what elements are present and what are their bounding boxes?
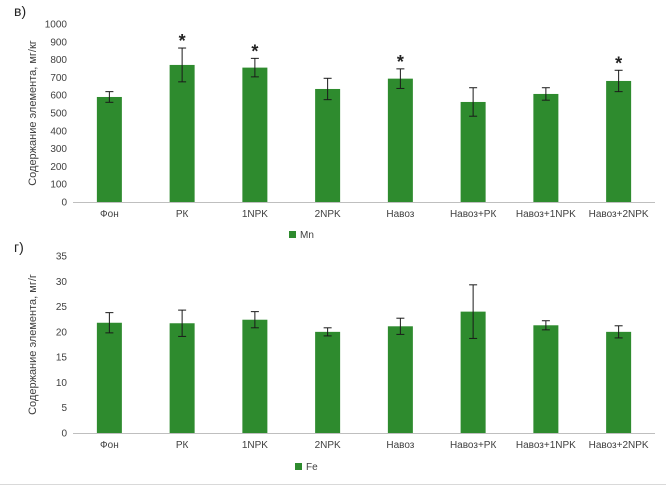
category-label: Навоз+РК (450, 209, 497, 220)
category-label: Навоз+2NPK (589, 209, 649, 220)
y-tick-label: 30 (56, 277, 68, 288)
y-tick-label: 5 (61, 403, 67, 414)
category-label: Фон (100, 209, 119, 220)
category-label: 2NPK (315, 440, 341, 451)
bar (533, 325, 559, 433)
significance-marker: * (615, 53, 622, 73)
y-tick-label: 500 (50, 109, 67, 120)
y-tick-label: 200 (50, 162, 67, 173)
y-tick-label: 20 (56, 327, 68, 338)
y-tick-label: 0 (61, 198, 67, 209)
significance-marker: * (251, 41, 258, 61)
bar (460, 101, 486, 202)
bar (169, 323, 195, 433)
y-tick-label: 100 (50, 180, 67, 191)
y-tick-label: 15 (56, 353, 68, 364)
bar (387, 326, 413, 433)
category-label: Навоз (386, 209, 414, 220)
category-label: 2NPK (315, 209, 341, 220)
category-label: РК (176, 209, 189, 220)
category-label: Фон (100, 440, 119, 451)
bar (533, 93, 559, 202)
significance-marker: * (397, 52, 404, 72)
category-label: Навоз+2NPK (589, 440, 649, 451)
y-tick-label: 900 (50, 37, 67, 48)
y-tick-label: 400 (50, 126, 67, 137)
bar (96, 322, 122, 433)
bar (606, 331, 632, 433)
category-label: Навоз+1NPK (516, 209, 576, 220)
legend-swatch (289, 231, 296, 238)
legend-label: Fe (306, 462, 318, 473)
bar (315, 88, 341, 202)
y-tick-label: 600 (50, 91, 67, 102)
category-label: 1NPK (242, 440, 268, 451)
y-tick-label: 700 (50, 73, 67, 84)
y-tick-label: 300 (50, 144, 67, 155)
bar (387, 78, 413, 202)
bar (96, 96, 122, 202)
y-tick-label: 800 (50, 55, 67, 66)
y-axis-label: Содержание элемента, мг/г (27, 274, 39, 415)
bar (242, 67, 268, 202)
y-tick-label: 0 (61, 429, 67, 440)
y-tick-label: 10 (56, 378, 68, 389)
category-label: РК (176, 440, 189, 451)
category-label: Навоз+1NPK (516, 440, 576, 451)
legend-swatch (295, 463, 302, 470)
bar (242, 319, 268, 433)
bar (606, 80, 632, 202)
y-axis-label: Содержание элемента, мг/кг (27, 40, 39, 186)
bar (169, 64, 195, 202)
legend-label: Mn (300, 230, 314, 241)
bar (315, 331, 341, 433)
y-tick-label: 35 (56, 252, 68, 263)
y-tick-label: 25 (56, 302, 68, 313)
panel-label: г) (14, 239, 24, 255)
category-label: Навоз+РК (450, 440, 497, 451)
category-label: Навоз (386, 440, 414, 451)
panel-label: в) (14, 3, 26, 19)
y-tick-label: 1000 (45, 20, 68, 31)
significance-marker: * (179, 31, 186, 51)
category-label: 1NPK (242, 209, 268, 220)
